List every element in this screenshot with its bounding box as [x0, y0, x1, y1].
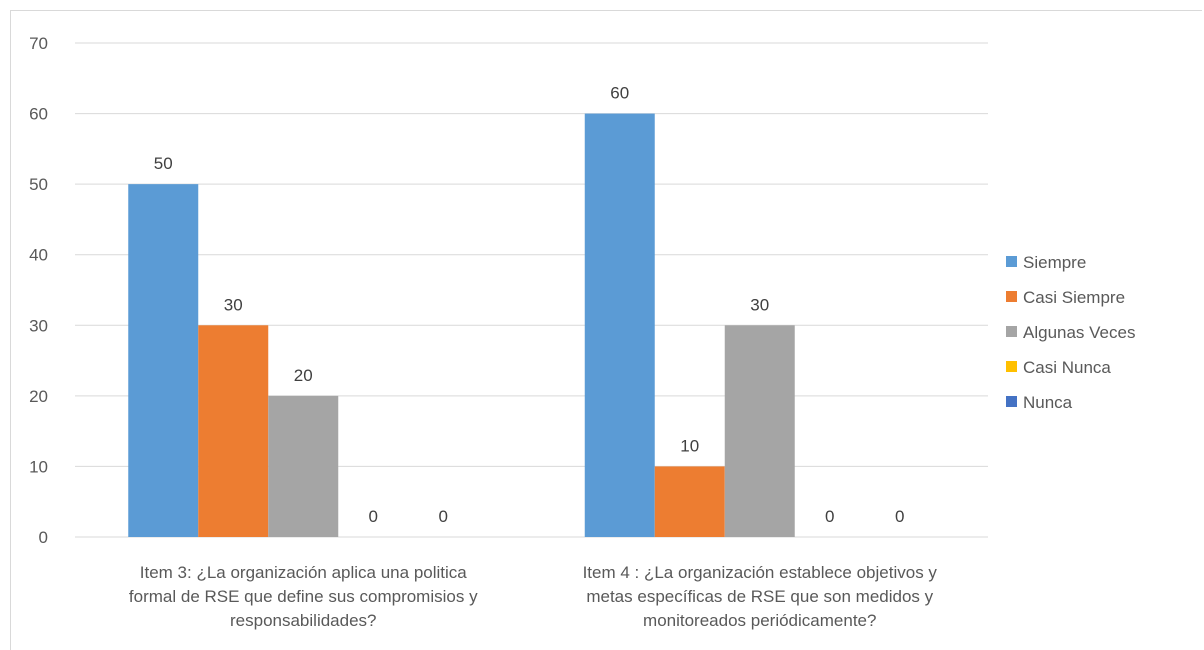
bar — [128, 184, 199, 537]
legend-swatch — [1006, 291, 1017, 302]
bar — [584, 113, 655, 538]
gridlines — [75, 42, 988, 538]
legend-label: Nunca — [1023, 393, 1073, 412]
data-label: 0 — [369, 507, 378, 526]
data-label: 30 — [750, 295, 769, 314]
bar — [724, 325, 795, 537]
y-tick-label: 50 — [29, 175, 48, 194]
chart-frame — [10, 10, 1202, 650]
y-tick-label: 40 — [29, 246, 48, 265]
y-tick-label: 10 — [29, 457, 48, 476]
data-label: 30 — [224, 295, 243, 314]
legend-label: Siempre — [1023, 253, 1086, 272]
data-label: 50 — [154, 154, 173, 173]
data-label: 60 — [610, 84, 629, 103]
data-label: 0 — [825, 507, 834, 526]
category-labels: Item 3: ¿La organización aplica una poli… — [129, 563, 938, 630]
bar — [268, 395, 339, 537]
y-tick-label: 70 — [29, 34, 48, 53]
legend-swatch — [1006, 256, 1017, 267]
data-label: 20 — [294, 366, 313, 385]
legend-swatch — [1006, 396, 1017, 407]
data-label: 10 — [680, 436, 699, 455]
y-tick-label: 20 — [29, 387, 48, 406]
legend-swatch — [1006, 326, 1017, 337]
legend-swatch — [1006, 361, 1017, 372]
bars — [128, 113, 795, 538]
category-label: Item 4 : ¿La organización establece obje… — [583, 563, 938, 630]
y-tick-label: 0 — [39, 528, 48, 547]
category-label: Item 3: ¿La organización aplica una poli… — [129, 563, 478, 630]
legend: Siempre Casi Siempre Algunas Veces Casi Nun… — [1006, 253, 1135, 412]
legend-label: Casi Siempre — [1023, 288, 1125, 307]
bar — [654, 466, 725, 537]
data-label: 0 — [895, 507, 904, 526]
y-tick-label: 30 — [29, 316, 48, 335]
data-labels: 50 30 20 0 0 60 10 30 0 0 — [154, 84, 905, 526]
data-label: 0 — [439, 507, 448, 526]
legend-label: Casi Nunca — [1023, 358, 1111, 377]
y-axis-tick-labels: 0 10 20 30 40 50 60 70 — [29, 34, 48, 547]
bar — [198, 325, 269, 537]
y-tick-label: 60 — [29, 105, 48, 124]
legend-label: Algunas Veces — [1023, 323, 1135, 342]
